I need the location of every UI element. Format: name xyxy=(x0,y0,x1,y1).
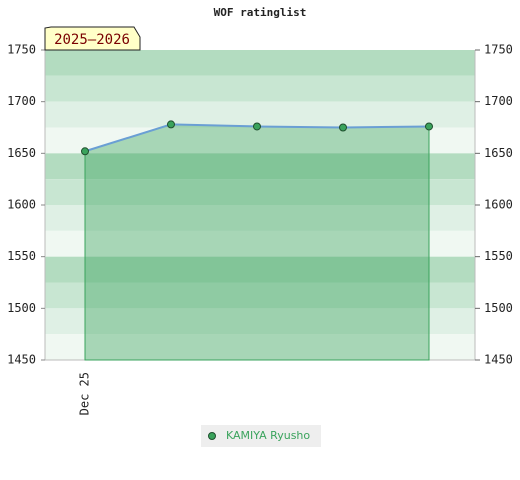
y2-tick-label: 1750 xyxy=(484,43,513,57)
area xyxy=(84,123,430,361)
point xyxy=(339,123,347,132)
legend-box xyxy=(201,425,321,447)
badge: 2025–2026 xyxy=(54,32,130,48)
point xyxy=(253,122,261,131)
y-tick-label: 1450 xyxy=(7,353,36,367)
y2-tick-label: 1650 xyxy=(484,146,513,160)
y2-tick-label: 1550 xyxy=(484,249,513,263)
plot-band xyxy=(45,179,475,205)
y2-tick-label: 1600 xyxy=(484,198,513,212)
plot-band xyxy=(45,230,475,257)
badge-box xyxy=(44,26,141,51)
point xyxy=(425,122,433,131)
plot-band xyxy=(45,101,475,128)
plot-band xyxy=(45,50,475,76)
y-tick-label: 1600 xyxy=(7,198,36,212)
y-tick-label: 1550 xyxy=(7,249,36,263)
point xyxy=(81,147,89,156)
y-tick-label: 1500 xyxy=(7,301,36,315)
y-tick-label: 1750 xyxy=(7,43,36,57)
y2-tick-label: 1450 xyxy=(484,353,513,367)
legend-marker xyxy=(208,432,216,440)
plot-band xyxy=(45,153,475,180)
legend-label: KAMIYA Ryusho xyxy=(226,429,310,442)
y2-tick-label: 1700 xyxy=(484,94,513,108)
plot-band xyxy=(45,256,475,283)
plot-band xyxy=(45,75,475,102)
plot-band xyxy=(45,308,475,335)
point xyxy=(167,120,175,129)
y2-tick-label: 1500 xyxy=(484,301,513,315)
y-tick-label: 1650 xyxy=(7,146,36,160)
x-tick-label: Dec 25 xyxy=(78,372,92,415)
plot-band xyxy=(45,205,475,231)
y-tick-label: 1700 xyxy=(7,94,36,108)
plot-band xyxy=(45,282,475,309)
chart-title: WOF ratinglist xyxy=(214,6,307,19)
plot-band xyxy=(45,334,475,360)
